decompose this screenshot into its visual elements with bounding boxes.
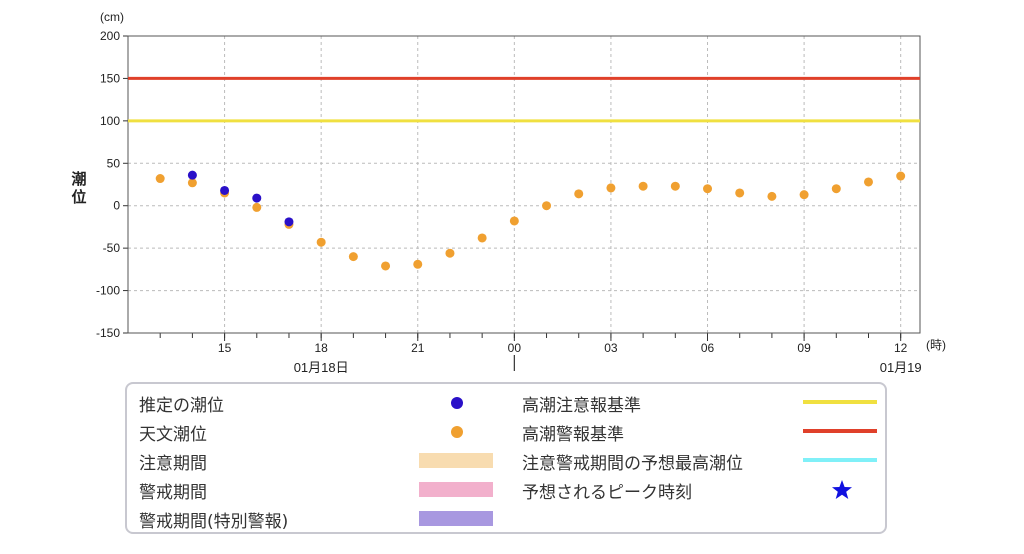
tide-chart: 200 150 100 50 0 -50 -100 -150 15 18 21 00 03 06 09 12 0… xyxy=(71,10,946,375)
legend-label: 警戒期間 xyxy=(139,482,207,503)
legend-label: 注意警戒期間の予想最高潮位 xyxy=(522,453,743,474)
legend-label: 注意期間 xyxy=(139,453,207,474)
y-tick-label: 150 xyxy=(100,71,120,85)
x-unit-label: (時) xyxy=(926,338,946,352)
y-tick-label: -50 xyxy=(103,241,121,255)
data-point xyxy=(896,171,906,181)
plot-frame xyxy=(127,35,921,334)
legend-label: 高潮注意報基準 xyxy=(522,395,641,416)
y-tick-label: 0 xyxy=(113,199,120,213)
date-label: 01月19 xyxy=(880,360,922,375)
legend-label: 推定の潮位 xyxy=(139,395,224,416)
data-point xyxy=(638,181,648,191)
data-point xyxy=(606,183,616,193)
data-point xyxy=(252,202,262,212)
y-unit-label: (cm) xyxy=(100,10,124,24)
legend-item-predicted-max-tide: 注意警戒期間の予想最高潮位 xyxy=(522,447,743,475)
data-point xyxy=(381,261,391,271)
legend-band-special-warning xyxy=(419,511,493,526)
legend-item-astronomical-tide: 天文潮位 xyxy=(139,418,207,446)
legend-label: 高潮警報基準 xyxy=(522,424,624,445)
legend-item-warning-criterion: 高潮警報基準 xyxy=(522,418,624,446)
data-point xyxy=(703,184,713,194)
data-point xyxy=(252,193,262,203)
data-point xyxy=(187,178,197,188)
x-tick-label: 15 xyxy=(218,341,232,355)
legend-item-caution-criterion: 高潮注意報基準 xyxy=(522,389,641,417)
date-label: 01月18日 xyxy=(294,360,349,375)
legend-line-warning-criterion xyxy=(803,429,877,433)
legend-item-warning-period: 警戒期間 xyxy=(139,476,207,504)
x-tick-label: 12 xyxy=(894,341,908,355)
data-point xyxy=(284,217,294,227)
x-tick-label: 00 xyxy=(508,341,522,355)
y-tick-label: -150 xyxy=(96,326,120,340)
data-point xyxy=(735,188,745,198)
data-point xyxy=(187,170,197,180)
y-tick-label: 200 xyxy=(100,29,120,43)
legend-item-special-warning-period: 警戒期間(特別警報) xyxy=(139,505,288,533)
data-point xyxy=(348,252,358,262)
y-tick-label: 100 xyxy=(100,114,120,128)
data-point xyxy=(542,201,552,211)
data-point xyxy=(799,190,809,200)
x-tick-label: 18 xyxy=(314,341,328,355)
legend-label: 予想されるピーク時刻 xyxy=(522,482,692,503)
data-point xyxy=(316,237,326,247)
legend-band-warning xyxy=(419,482,493,497)
x-tick-label: 03 xyxy=(604,341,618,355)
legend-dot-astronomical xyxy=(451,426,463,438)
x-tick-label: 06 xyxy=(701,341,715,355)
legend-item-estimated-tide: 推定の潮位 xyxy=(139,389,224,417)
data-point xyxy=(863,177,873,187)
data-point xyxy=(413,259,423,269)
y-axis-label-char: 位 xyxy=(71,188,86,206)
legend-band-caution xyxy=(419,453,493,468)
data-point xyxy=(445,248,455,258)
legend: 推定の潮位 天文潮位 注意期間 警戒期間 警戒期間(特別警報) 高潮注意報基準 … xyxy=(125,382,887,534)
legend-line-predicted-max xyxy=(803,458,877,462)
legend-star-icon xyxy=(832,480,852,499)
legend-label: 警戒期間(特別警報) xyxy=(139,511,289,532)
data-point xyxy=(509,216,519,226)
data-point xyxy=(155,174,165,184)
legend-line-caution-criterion xyxy=(803,400,877,404)
data-point xyxy=(670,181,680,191)
legend-item-caution-period: 注意期間 xyxy=(139,447,207,475)
y-tick-label: -100 xyxy=(96,284,120,298)
x-tick-label: 21 xyxy=(411,341,425,355)
data-point xyxy=(831,184,841,194)
data-point xyxy=(220,185,230,195)
legend-label: 天文潮位 xyxy=(139,424,207,445)
y-tick-label: 50 xyxy=(107,156,121,170)
data-point xyxy=(477,233,487,243)
legend-item-peak-time: 予想されるピーク時刻 xyxy=(522,476,692,504)
data-point xyxy=(767,191,777,201)
data-point xyxy=(574,189,584,199)
x-tick-label: 09 xyxy=(797,341,811,355)
legend-dot-estimated xyxy=(451,397,463,409)
y-axis-label-char: 潮 xyxy=(71,170,86,188)
